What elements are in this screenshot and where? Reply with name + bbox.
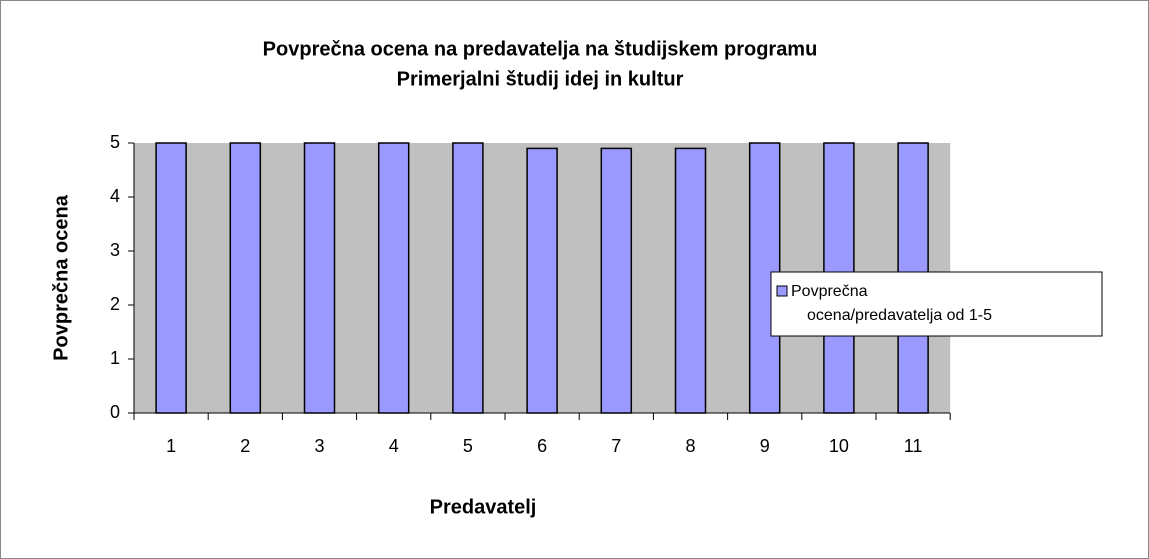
y-tick-label: 5	[110, 132, 120, 152]
chart-title: Primerjalni študij idej in kultur	[397, 68, 684, 90]
x-tick-label: 4	[389, 436, 399, 456]
bar	[155, 142, 187, 414]
legend-box	[770, 271, 1103, 337]
x-tick-label: 6	[537, 436, 547, 456]
x-tick-label: 3	[314, 436, 324, 456]
x-tick-label: 1	[166, 436, 176, 456]
y-tick-label: 4	[110, 186, 120, 206]
x-axis-title: Predavatelj	[430, 496, 537, 518]
bar	[452, 142, 484, 414]
bar	[600, 147, 633, 414]
bar	[674, 147, 707, 414]
chart-title: Povprečna ocena na predavatelja na študi…	[263, 38, 818, 60]
bar	[229, 142, 262, 414]
y-tick-label: 2	[110, 294, 120, 314]
bar	[303, 142, 336, 414]
legend-line: ocena/predavatelja od 1-5	[807, 307, 992, 324]
x-tick-label: 8	[685, 436, 695, 456]
x-tick-label: 7	[611, 436, 621, 456]
y-axis-title: Povprečna ocena	[50, 194, 72, 361]
x-tick-label: 9	[760, 436, 770, 456]
bar	[526, 147, 558, 414]
bar	[377, 142, 410, 414]
y-tick-label: 0	[110, 402, 120, 422]
x-tick-label: 2	[240, 436, 250, 456]
y-tick-label: 1	[110, 348, 120, 368]
legend-swatch	[776, 285, 788, 297]
y-tick-label: 3	[110, 240, 120, 260]
x-tick-label: 5	[463, 436, 473, 456]
x-tick-label: 10	[829, 436, 849, 456]
legend-label: Povprečna ocena/predavatelja od 1-5	[791, 283, 992, 324]
x-tick-label: 11	[904, 436, 923, 456]
legend-line: Povprečna	[791, 283, 872, 300]
